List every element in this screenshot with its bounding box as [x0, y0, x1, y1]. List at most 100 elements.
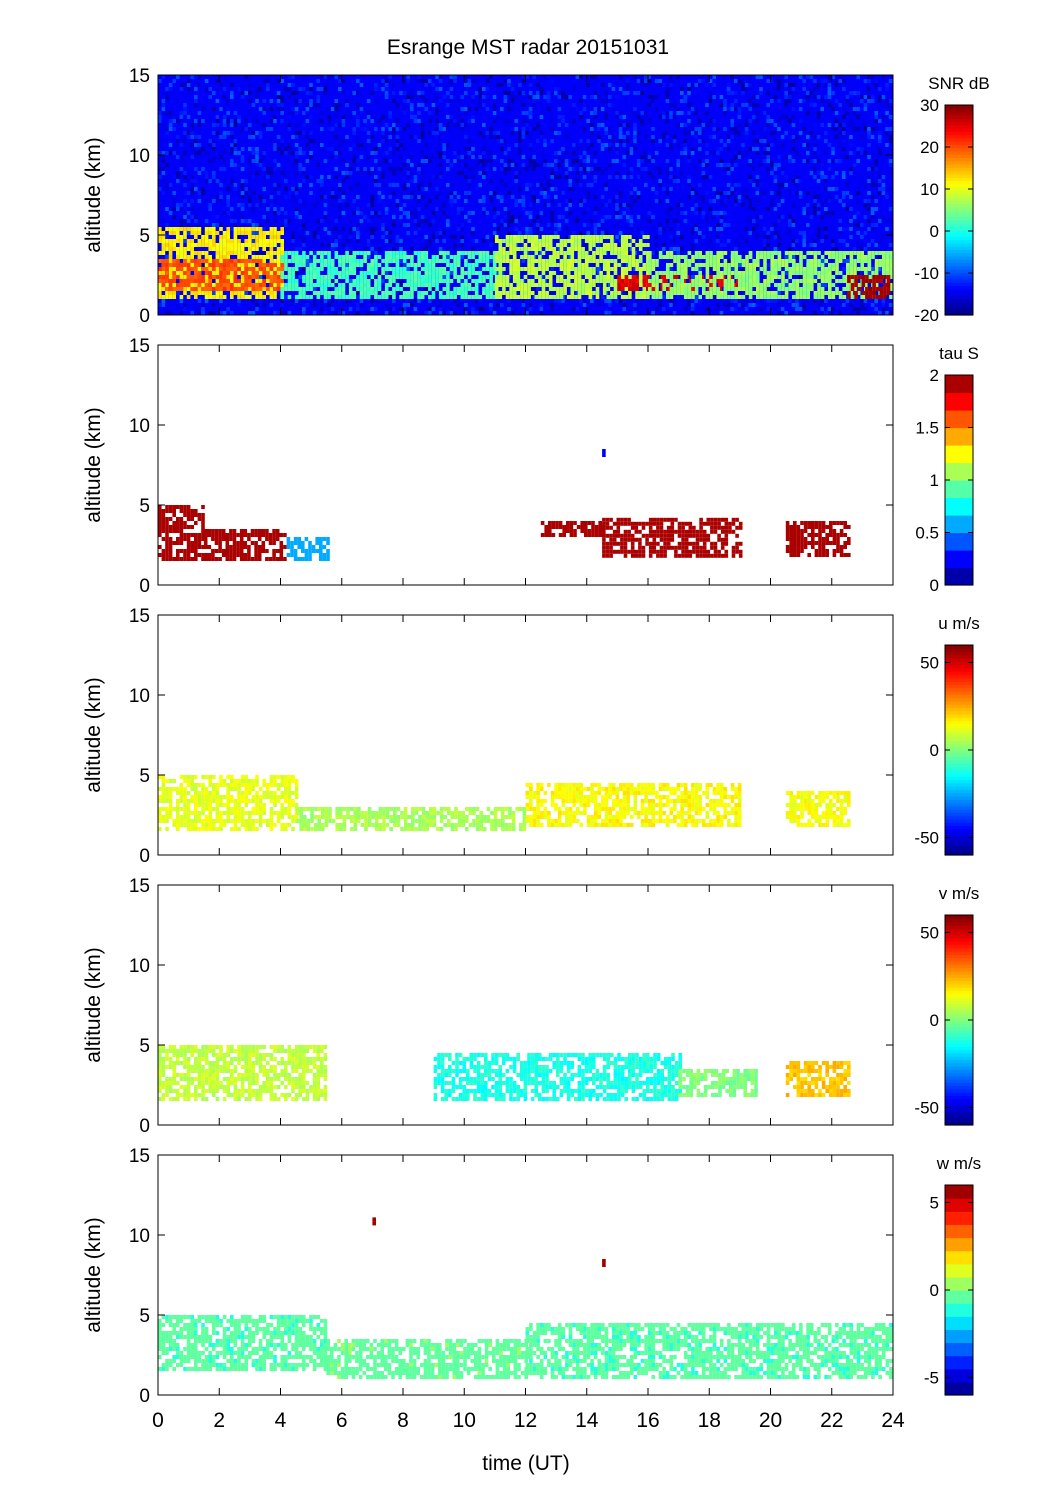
heatmap-cell [831, 267, 836, 271]
heatmap-cell [745, 291, 749, 295]
heatmap-cell [616, 517, 621, 522]
heatmap-cell [284, 783, 288, 787]
heatmap-cell [381, 267, 385, 271]
heatmap-cell [183, 275, 187, 279]
heatmap-cell [339, 823, 343, 827]
heatmap-cell [624, 283, 629, 287]
heatmap-cell [727, 263, 731, 267]
heatmap-cell [179, 807, 184, 811]
heatmap-cell [366, 295, 371, 299]
heatmap-cell [239, 533, 244, 537]
heatmap-cell [275, 537, 280, 541]
heatmap-cell [303, 823, 307, 827]
heatmap-cell [447, 823, 451, 827]
heatmap-cell [719, 823, 724, 827]
heatmap-cell [666, 291, 670, 295]
heatmap-cell [646, 259, 650, 263]
heatmap-cell [820, 263, 825, 267]
heatmap-cell [248, 239, 252, 243]
heatmap-cell [656, 517, 660, 522]
heatmap-cell [367, 823, 372, 827]
heatmap-cell [190, 239, 194, 243]
heatmap-cell [626, 795, 630, 799]
heatmap-cell [237, 271, 241, 275]
heatmap-cell [572, 783, 576, 787]
heatmap-cell [244, 1049, 248, 1053]
heatmap-cell [186, 1061, 191, 1065]
heatmap-cell [248, 267, 252, 271]
heatmap-cell [324, 815, 329, 819]
heatmap-cell [190, 279, 194, 283]
heatmap-cell [592, 251, 596, 255]
heatmap-cell [485, 263, 490, 267]
heatmap-cell [842, 295, 846, 299]
heatmap-cell [712, 819, 717, 823]
heatmap-cell [302, 1045, 306, 1049]
heatmap-cell [186, 823, 191, 827]
heatmap-cell [179, 795, 184, 799]
heatmap-cell [710, 545, 714, 550]
heatmap-cell [186, 295, 191, 299]
heatmap-cell [579, 823, 584, 827]
heatmap-cell [709, 255, 713, 259]
heatmap-cell [291, 827, 295, 831]
heatmap-cell [179, 275, 184, 279]
heatmap-cell [161, 513, 166, 517]
colorbar-segment [945, 170, 973, 175]
heatmap-cell [536, 783, 540, 787]
heatmap-cell [570, 291, 575, 295]
heatmap-cell [165, 553, 169, 557]
heatmap-cell [665, 799, 670, 803]
heatmap-cell [429, 815, 433, 819]
heatmap-cell [310, 811, 314, 815]
heatmap-cell [183, 259, 187, 263]
heatmap-cell [186, 1045, 191, 1049]
heatmap-cell [628, 275, 632, 279]
heatmap-cell [680, 279, 684, 283]
heatmap-cell [240, 267, 245, 271]
heatmap-cell [237, 279, 241, 283]
heatmap-cell [501, 827, 505, 831]
heatmap-cell [547, 783, 551, 787]
y-axis-label: altitude (km) [82, 677, 105, 793]
heatmap-cell [665, 795, 670, 799]
heatmap-cell [828, 267, 832, 271]
heatmap-cell [442, 295, 447, 299]
heatmap-cell [832, 537, 837, 541]
heatmap-cell [377, 263, 382, 267]
heatmap-cell [370, 291, 375, 295]
heatmap-cell [330, 259, 335, 263]
heatmap-cell [745, 287, 749, 291]
heatmap-cell [861, 275, 866, 279]
heatmap-cell [631, 259, 636, 263]
heatmap-cell [878, 263, 882, 267]
heatmap-cell [676, 255, 681, 259]
heatmap-cell [284, 275, 288, 279]
heatmap-cell [847, 823, 851, 827]
heatmap-cell [829, 811, 833, 815]
heatmap-cell [836, 549, 840, 553]
heatmap-cell [402, 295, 407, 299]
heatmap-cell [479, 815, 483, 819]
heatmap-cell [716, 799, 720, 803]
heatmap-cell [777, 255, 782, 259]
heatmap-cell [411, 807, 415, 811]
heatmap-cell [465, 819, 469, 823]
heatmap-cell [330, 263, 335, 267]
heatmap-cell [865, 295, 869, 299]
heatmap-cell [214, 557, 219, 561]
heatmap-cell [208, 779, 212, 783]
heatmap-cell [305, 1045, 310, 1049]
heatmap-cell [511, 823, 516, 827]
heatmap-cell [508, 807, 512, 811]
heatmap-cell [334, 295, 339, 299]
heatmap-cell [255, 1053, 259, 1057]
heatmap-cell [218, 549, 222, 553]
heatmap-cell [201, 235, 205, 239]
heatmap-cell [581, 251, 585, 255]
heatmap-cell [536, 823, 540, 827]
heatmap-cell [565, 791, 569, 795]
heatmap-cell [619, 819, 623, 823]
heatmap-cell [237, 291, 241, 295]
